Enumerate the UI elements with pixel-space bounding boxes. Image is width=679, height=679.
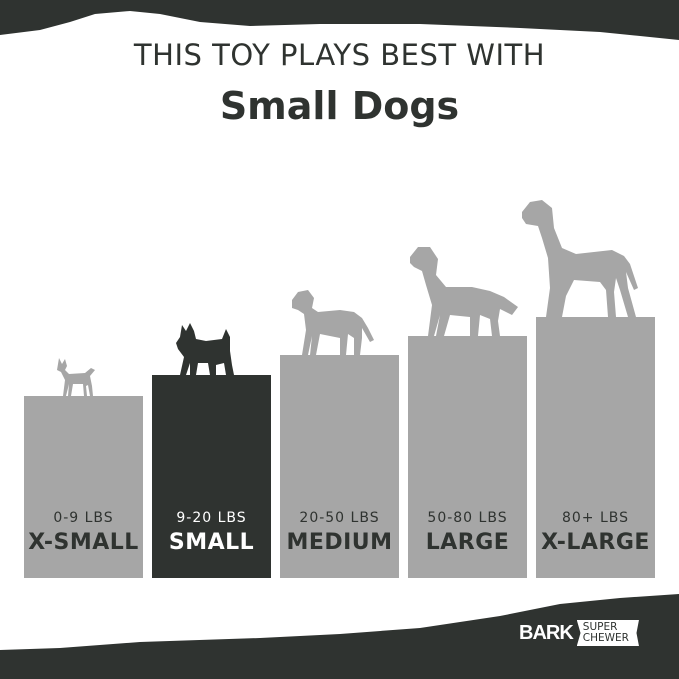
labrador-puppy-icon bbox=[292, 290, 374, 355]
tagline-line1: SUPER bbox=[582, 621, 618, 633]
size-label: MEDIUM bbox=[286, 530, 393, 555]
size-bar-medium bbox=[280, 355, 399, 578]
torn-paper-top bbox=[0, 0, 679, 40]
weight-label: 50-80 LBS bbox=[427, 510, 508, 526]
size-bar-x-large bbox=[536, 317, 655, 578]
bark-super-chewer-logo: BARK SUPER CHEWER bbox=[519, 620, 639, 646]
brand-tagline: SUPER CHEWER bbox=[576, 620, 639, 646]
brand-name: BARK bbox=[519, 621, 574, 644]
headline-line2: Small Dogs bbox=[219, 84, 460, 128]
torn-paper-bottom bbox=[0, 594, 679, 679]
scottish-terrier-icon bbox=[176, 323, 234, 375]
tagline-line2: CHEWER bbox=[582, 632, 629, 644]
golden-retriever-icon bbox=[410, 247, 518, 336]
size-bar-small bbox=[152, 375, 271, 578]
size-label: X-SMALL bbox=[28, 530, 139, 555]
size-label: LARGE bbox=[425, 530, 510, 555]
size-bar-large bbox=[408, 336, 527, 578]
great-dane-icon bbox=[522, 200, 638, 317]
weight-label: 80+ LBS bbox=[561, 510, 630, 526]
weight-label: 9-20 LBS bbox=[176, 510, 247, 526]
headline-line1: THIS TOY PLAYS BEST WITH bbox=[133, 38, 546, 72]
size-label: X-LARGE bbox=[541, 530, 650, 555]
chihuahua-icon bbox=[57, 358, 95, 396]
weight-label: 20-50 LBS bbox=[299, 510, 380, 526]
size-bar-x-small bbox=[24, 396, 143, 578]
weight-label: 0-9 LBS bbox=[53, 510, 114, 526]
size-label: SMALL bbox=[168, 530, 255, 555]
